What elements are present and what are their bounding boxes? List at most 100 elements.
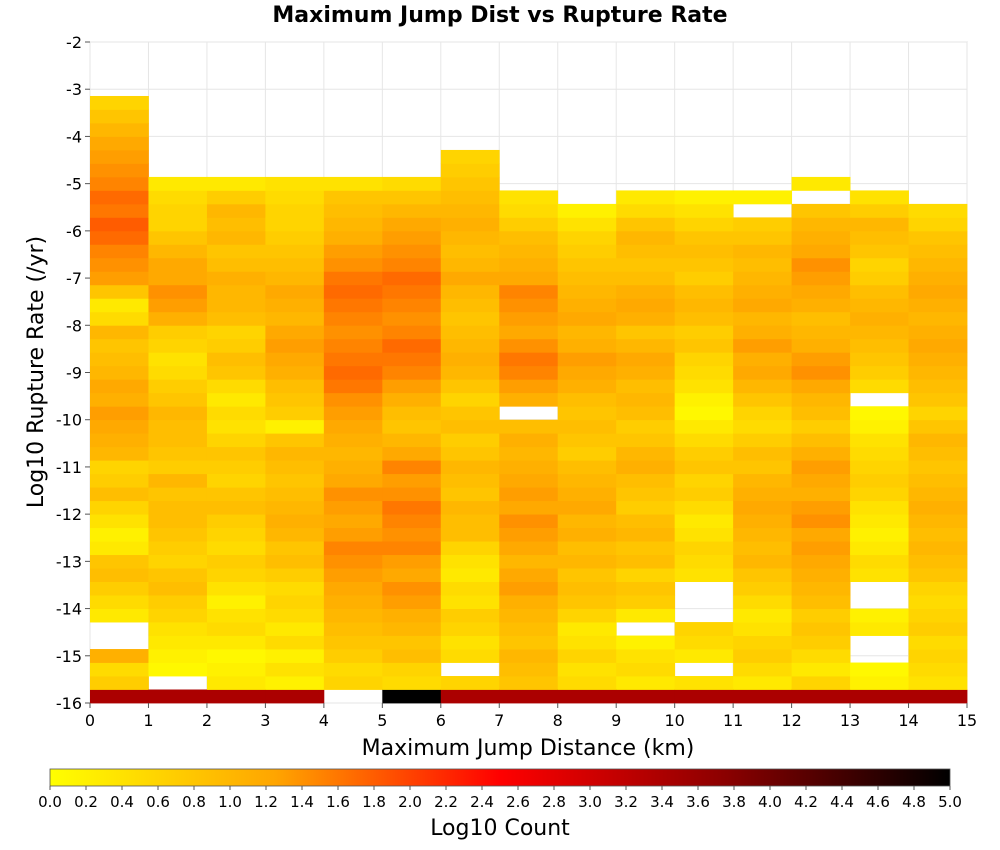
heatmap-cell (206, 257, 266, 272)
heatmap-cell (791, 352, 851, 367)
heatmap-cell (265, 298, 325, 313)
heatmap-cell (674, 217, 734, 232)
heatmap-cell (90, 581, 149, 596)
heatmap-cell (148, 419, 208, 434)
heatmap-cell (206, 365, 266, 380)
heatmap-cell (382, 190, 442, 205)
heatmap-cell (499, 581, 559, 596)
heatmap-cell (733, 406, 792, 421)
heatmap-cell (148, 635, 208, 650)
heatmap-cell (148, 608, 208, 623)
heatmap-cell (265, 608, 325, 623)
heatmap-cell (791, 568, 851, 582)
heatmap-cell (206, 514, 266, 529)
heatmap-cell (791, 500, 851, 515)
heatmap-cell (908, 365, 968, 380)
heatmap-cell (265, 568, 325, 582)
heatmap-cell (440, 635, 500, 650)
heatmap-cell (323, 217, 383, 232)
heatmap-cell (674, 338, 734, 353)
heatmap-cell (382, 392, 442, 407)
heatmap-cell (499, 271, 559, 286)
heatmap-cell (323, 554, 383, 569)
heatmap-cell (557, 595, 617, 609)
heatmap-cell (557, 541, 617, 556)
heatmap-cell (499, 595, 559, 609)
heatmap-cell (265, 217, 325, 232)
heatmap-cell (499, 487, 559, 502)
heatmap-cell (206, 284, 266, 299)
heatmap-cell (206, 676, 266, 690)
heatmap-cell (90, 338, 149, 353)
heatmap-cell (850, 676, 909, 690)
heatmap-cell (791, 635, 851, 650)
heatmap-cell (791, 649, 851, 663)
y-tick-label: -10 (56, 411, 82, 430)
colorbar-tick-label: 4.8 (902, 793, 926, 811)
heatmap-cell (674, 271, 734, 286)
heatmap-cell (206, 568, 266, 582)
heatmap-cell (733, 500, 792, 515)
colorbar-tick-label: 0.8 (182, 793, 206, 811)
heatmap-cell (206, 487, 266, 502)
heatmap-cell (323, 568, 383, 582)
colorbar-tick-label: 3.8 (722, 793, 746, 811)
heatmap-cell (499, 419, 559, 434)
heatmap-cell (616, 446, 676, 461)
colorbar-tick-label: 2.6 (506, 793, 530, 811)
x-axis-label: Maximum Jump Distance (km) (362, 736, 695, 761)
heatmap-cell (791, 311, 851, 326)
heatmap-cell (323, 311, 383, 326)
heatmap-cell (440, 406, 500, 421)
heatmap-cell (674, 527, 734, 542)
heatmap-cell (90, 406, 149, 421)
colorbar-tick-label: 4.6 (866, 793, 890, 811)
heatmap-cell (616, 392, 676, 407)
heatmap-cell (733, 662, 792, 677)
heatmap-cell (616, 568, 676, 582)
heatmap-cell (557, 622, 617, 636)
colorbar-tick-label: 4.2 (794, 793, 818, 811)
x-tick-label: 9 (611, 711, 621, 730)
heatmap-cell (850, 460, 909, 475)
heatmap-cell (850, 271, 909, 286)
heatmap-cell (499, 608, 559, 623)
heatmap-cell (557, 244, 617, 259)
heatmap-cell (90, 217, 149, 232)
heatmap-cell (616, 338, 676, 353)
y-tick-label: -7 (66, 269, 82, 288)
heatmap-cell (90, 284, 149, 299)
heatmap-cell (908, 689, 968, 704)
heatmap-cell (616, 676, 676, 690)
heatmap-cell (440, 311, 500, 326)
heatmap-cell (323, 298, 383, 313)
heatmap-cell (90, 608, 149, 623)
heatmap-cell (499, 190, 559, 205)
heatmap-cell (90, 122, 149, 137)
heatmap-cell (850, 298, 909, 313)
x-tick-label: 10 (664, 711, 684, 730)
heatmap-cell (674, 649, 734, 663)
heatmap-cell (616, 662, 676, 677)
heatmap-cell (382, 176, 442, 191)
heatmap-cell (616, 406, 676, 421)
heatmap-cell (733, 392, 792, 407)
heatmap-cell (440, 217, 500, 232)
heatmap-cell (850, 365, 909, 380)
heatmap-cell (557, 473, 617, 488)
heatmap-cell (499, 365, 559, 380)
heatmap-cell (557, 608, 617, 623)
heatmap-cell (908, 581, 968, 596)
heatmap-cell (323, 419, 383, 434)
heatmap-cell (265, 676, 325, 690)
heatmap-cell (148, 622, 208, 636)
heatmap-cell (148, 352, 208, 367)
colorbar-tick-label: 2.4 (470, 793, 494, 811)
heatmap-cell (791, 514, 851, 529)
heatmap-cell (908, 487, 968, 502)
colorbar-tick-label: 2.8 (542, 793, 566, 811)
heatmap-cell (382, 419, 442, 434)
heatmap-cell (674, 622, 734, 636)
heatmap-cell (616, 419, 676, 434)
heatmap-cell (557, 217, 617, 232)
